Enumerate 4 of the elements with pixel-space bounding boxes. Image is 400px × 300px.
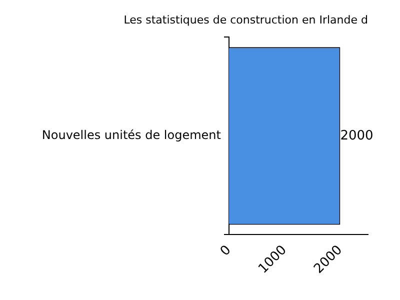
x-tick-label: 0 (218, 242, 234, 260)
data-label: 2000 (340, 128, 374, 144)
y-tick-label: Nouvelles unités de logement (42, 128, 222, 142)
chart-title: Les statistiques de construction en Irlande d (124, 13, 368, 26)
